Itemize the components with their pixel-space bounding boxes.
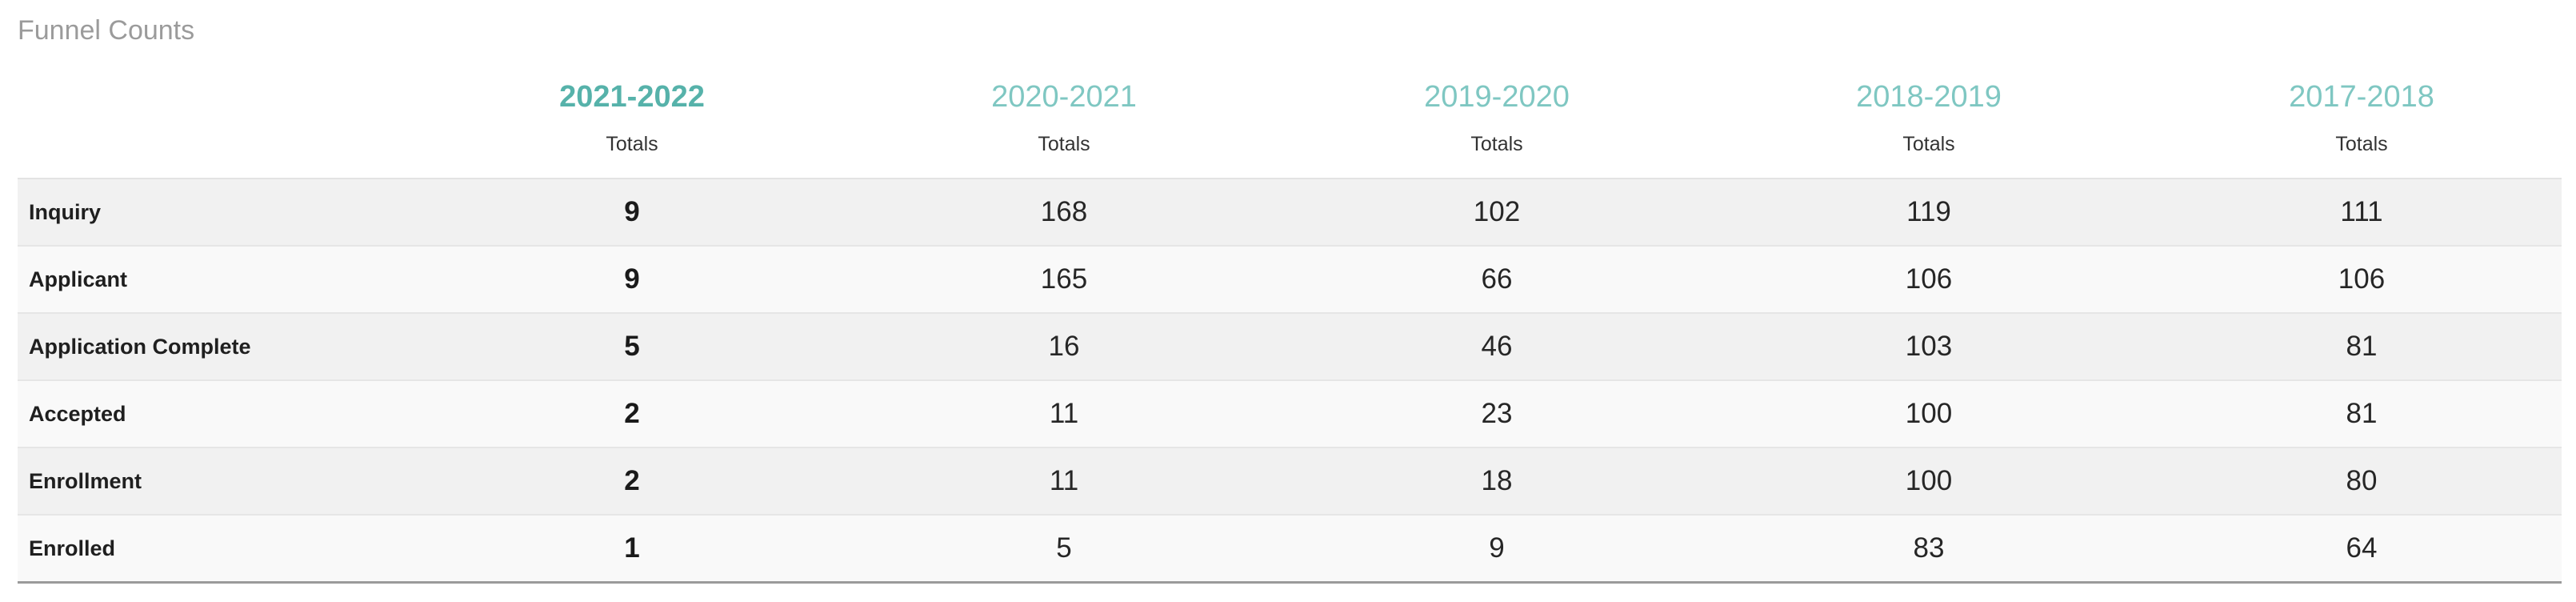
table-row-enrollment: Enrollment 2 11 18 100 80	[18, 448, 2562, 516]
table-cell: 46	[1481, 331, 1513, 362]
row-label: Inquiry	[29, 200, 102, 224]
table-cell: 11	[1049, 398, 1079, 429]
column-year[interactable]: 2019-2020	[1424, 80, 1570, 114]
table-cell: 64	[2346, 532, 2378, 564]
column-year[interactable]: 2018-2019	[1856, 80, 2002, 114]
table-row-application-complete: Application Complete 5 16 46 103 81	[18, 314, 2562, 381]
column-year[interactable]: 2020-2021	[991, 80, 1137, 114]
table-row-inquiry: Inquiry 9 168 102 119 111	[18, 179, 2562, 247]
table-cell: 83	[1913, 532, 1945, 564]
table-cell: 119	[1906, 196, 1951, 227]
column-subheader: Totals	[1038, 133, 1090, 155]
table-row-applicant: Applicant 9 165 66 106 106	[18, 247, 2562, 314]
table-cell: 165	[1040, 263, 1088, 295]
table-cell: 106	[1905, 263, 1953, 295]
table-cell: 11	[1049, 465, 1079, 496]
table-cell: 5	[1056, 532, 1072, 564]
table-cell: 18	[1481, 465, 1513, 496]
table-cell: 103	[1905, 331, 1953, 362]
table-cell: 81	[2346, 331, 2378, 362]
table-cell: 80	[2346, 465, 2378, 496]
table-cell: 9	[1489, 532, 1505, 564]
table-header: 2021-2022 Totals 2020-2021 Totals 2019-2…	[18, 77, 2562, 179]
column-year[interactable]: 2017-2018	[2289, 80, 2434, 114]
table-row-accepted: Accepted 2 11 23 100 81	[18, 381, 2562, 448]
table-cell: 111	[2340, 196, 2383, 227]
column-subheader: Totals	[606, 133, 658, 155]
table-cell: 100	[1905, 398, 1953, 429]
table-cell: 5	[624, 331, 640, 362]
column-year[interactable]: 2021-2022	[559, 80, 705, 114]
table-cell: 16	[1048, 331, 1080, 362]
column-subheader: Totals	[2335, 133, 2388, 155]
column-subheader: Totals	[1902, 133, 1955, 155]
table-cell: 168	[1040, 196, 1088, 227]
table-cell: 9	[624, 263, 640, 295]
row-label: Enrollment	[29, 469, 142, 493]
table-cell: 106	[2338, 263, 2386, 295]
row-label: Applicant	[29, 267, 128, 291]
table-cell: 100	[1905, 465, 1953, 496]
table-cell: 9	[624, 196, 640, 227]
row-label: Application Complete	[29, 335, 251, 359]
page-title: Funnel Counts	[18, 15, 195, 46]
table-cell: 1	[624, 532, 640, 564]
table-cell: 2	[624, 398, 640, 429]
funnel-table: 2021-2022 Totals 2020-2021 Totals 2019-2…	[18, 77, 2562, 584]
table-cell: 102	[1473, 196, 1521, 227]
row-label: Accepted	[29, 402, 126, 426]
table-cell: 2	[624, 465, 640, 496]
table-cell: 66	[1481, 263, 1513, 295]
row-label: Enrolled	[29, 536, 116, 560]
table-cell: 81	[2346, 398, 2378, 429]
table-row-enrolled: Enrolled 1 5 9 83 64	[18, 516, 2562, 584]
column-subheader: Totals	[1470, 133, 1523, 155]
table-cell: 23	[1481, 398, 1513, 429]
